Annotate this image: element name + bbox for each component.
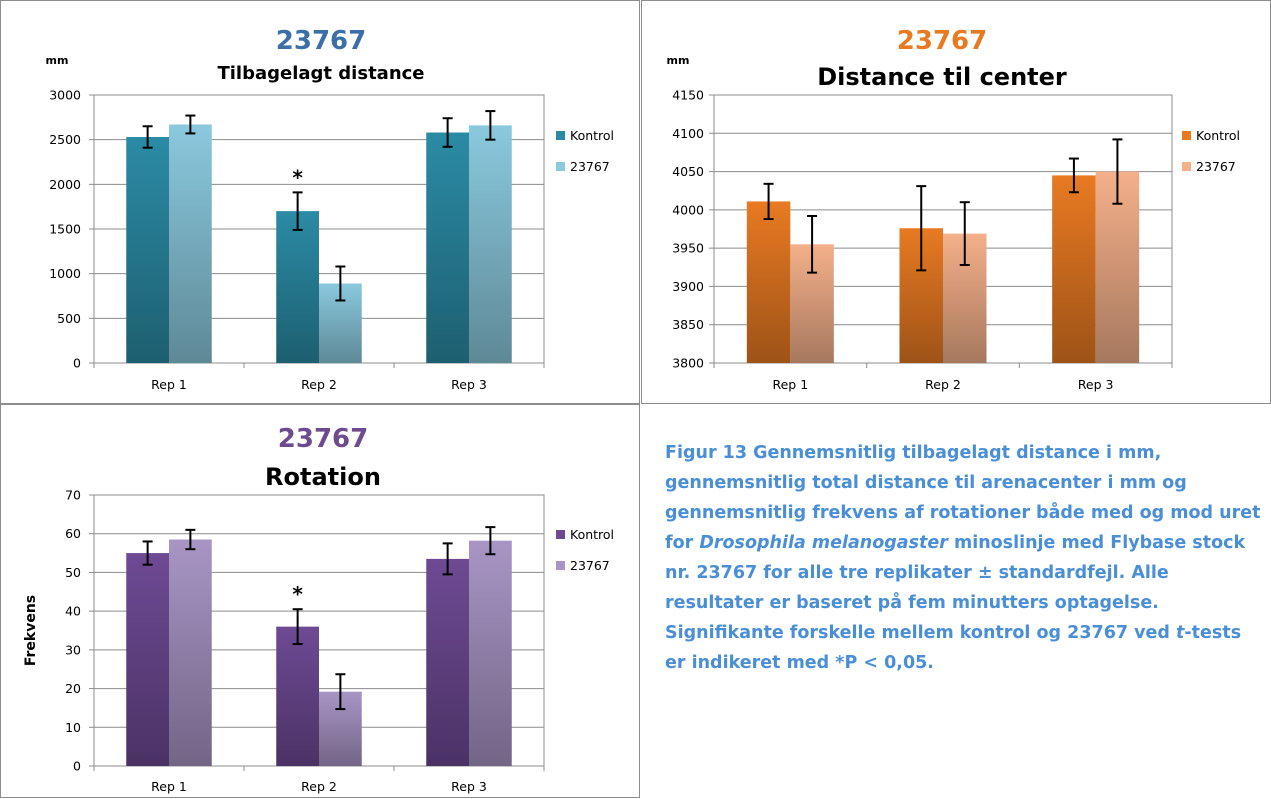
legend-label-23767: 23767 — [570, 558, 610, 573]
y-tick-label: 0 — [73, 356, 81, 371]
y-tick-label: 500 — [57, 311, 81, 326]
caption-text-2: minoslinje med Flybase stock nr. 23767 f… — [665, 533, 1246, 643]
y-tick-label: 70 — [65, 488, 81, 503]
bar-23767-rep3 — [469, 540, 512, 766]
y-tick-label: 4100 — [672, 126, 704, 141]
bar-kontrol-rep1 — [746, 201, 791, 363]
caption-fig-label: Figur 13 — [665, 443, 748, 463]
y-tick-label: 2000 — [49, 177, 81, 192]
y-tick-label: 1000 — [49, 266, 81, 281]
bar-kontrol-rep1 — [126, 136, 169, 363]
y-tick-label: 60 — [65, 526, 81, 541]
chart-panel-rotation: 23767 Rotation Frekvens 0 10 20 30 40 50 60 70 Rep … — [0, 404, 640, 798]
bar-23767-rep3 — [469, 125, 512, 363]
chart-panel-distance-til-center: 23767 Distance til center mm 3800 3850 3900 39… — [641, 0, 1271, 404]
chart-title: 23767 — [897, 26, 987, 56]
x-tick-label: Rep 3 — [451, 377, 487, 392]
legend-label-23767: 23767 — [1196, 159, 1236, 174]
significance-annotation: * — [292, 165, 303, 189]
chart-subtitle: Rotation — [265, 463, 381, 491]
chart-subtitle: Tilbagelagt distance — [217, 63, 424, 84]
y-tick-label: 10 — [65, 720, 81, 735]
y-tick-label: 2500 — [49, 132, 81, 147]
x-tick-label: Rep 1 — [151, 779, 187, 794]
y-unit-label: mm — [46, 54, 69, 67]
legend-swatch-23767 — [556, 162, 565, 171]
legend-swatch-kontrol — [556, 131, 565, 140]
significance-annotation: * — [292, 582, 303, 606]
bar-kontrol-rep1 — [126, 553, 169, 766]
y-tick-label: 40 — [65, 604, 81, 619]
y-tick-label: 3000 — [49, 88, 81, 103]
caption-text-1: Gennemsnitlig tilbagelagt distance i mm,… — [665, 443, 1261, 553]
chart-subtitle: Distance til center — [817, 63, 1067, 91]
bar-kontrol-rep2 — [276, 626, 319, 766]
y-tick-label: 1500 — [49, 222, 81, 237]
bar-kontrol-rep3 — [426, 558, 469, 766]
legend-swatch-kontrol — [1182, 131, 1191, 140]
y-axis-label: Frekvens — [23, 595, 39, 666]
y-unit-label: mm — [667, 54, 690, 67]
chart-rotation: 23767 Rotation Frekvens 0 10 20 30 40 50 60 70 Rep … — [23, 424, 614, 794]
y-tick-label: 3850 — [672, 317, 704, 332]
chart-title: 23767 — [276, 26, 366, 56]
y-tick-label: 3800 — [672, 356, 704, 371]
legend-swatch-kontrol — [556, 530, 565, 539]
bar-kontrol-rep3 — [1052, 175, 1096, 363]
y-tick-label: 50 — [65, 565, 81, 580]
x-tick-label: Rep 1 — [772, 377, 808, 392]
caption-text-3: -tests er indikeret med *P < 0,05. — [665, 623, 1242, 673]
legend-swatch-23767 — [556, 561, 565, 570]
legend-swatch-23767 — [1182, 162, 1191, 171]
x-tick-label: Rep 3 — [1078, 377, 1114, 392]
chart-panel-tilbagelagt-distance: 23767 Tilbagelagt distance mm 0 500 1000 1500 2… — [0, 0, 640, 404]
y-tick-label: 20 — [65, 681, 81, 696]
x-tick-label: Rep 3 — [451, 779, 487, 794]
y-tick-label: 3900 — [672, 279, 704, 294]
chart-tilbagelagt-distance: 23767 Tilbagelagt distance mm 0 500 1000 1500 2… — [46, 26, 615, 392]
y-tick-label: 4050 — [672, 164, 704, 179]
chart-distance-til-center: 23767 Distance til center mm 3800 3850 3900 39… — [667, 26, 1241, 392]
legend-label-kontrol: Kontrol — [570, 128, 614, 143]
y-tick-label: 3950 — [672, 241, 704, 256]
x-tick-label: Rep 2 — [301, 377, 337, 392]
x-tick-label: Rep 2 — [301, 779, 337, 794]
figure-caption: Figur 13 Gennemsnitlig tilbagelagt dista… — [665, 438, 1265, 678]
chart-title: 23767 — [278, 424, 368, 454]
y-tick-label: 30 — [65, 642, 81, 657]
legend-label-23767: 23767 — [570, 159, 610, 174]
y-tick-label: 0 — [73, 759, 81, 774]
bar-kontrol-rep3 — [426, 132, 469, 363]
x-tick-label: Rep 1 — [151, 377, 187, 392]
legend-label-kontrol: Kontrol — [1196, 128, 1240, 143]
y-tick-label: 4150 — [672, 88, 704, 103]
caption-species: Drosophila melanogaster — [699, 533, 948, 553]
bar-kontrol-rep2 — [276, 211, 319, 363]
x-tick-label: Rep 2 — [925, 377, 961, 392]
caption-t: t — [1176, 623, 1185, 643]
legend-label-kontrol: Kontrol — [570, 527, 614, 542]
bar-23767-rep1 — [169, 124, 212, 363]
bar-23767-rep1 — [169, 539, 212, 766]
y-tick-label: 4000 — [672, 202, 704, 217]
